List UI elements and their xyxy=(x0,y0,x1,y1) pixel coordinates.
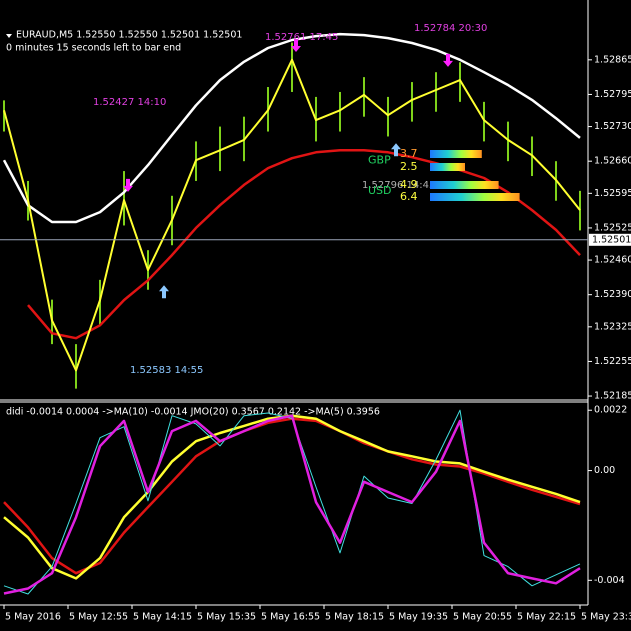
y-tick-label: 0.0022 xyxy=(594,405,627,416)
series-line xyxy=(27,149,581,340)
series-line xyxy=(2,32,581,224)
y-tick-label: -0.004 xyxy=(594,575,625,586)
x-tick-label: 5 May 14:15 xyxy=(133,612,192,623)
signal-arrow xyxy=(291,38,301,52)
annotation: 1.52427 14:10 xyxy=(93,97,166,108)
meter-value: 6.4 xyxy=(400,190,418,203)
x-tick-label: 5 May 16:55 xyxy=(261,612,320,623)
x-tick-label: 5 May 18:15 xyxy=(325,612,384,623)
x-tick-label: 5 May 22:15 xyxy=(517,612,576,623)
x-tick-label: 5 May 23:35 xyxy=(581,612,631,623)
y-tick-label: 1.52795 xyxy=(594,89,631,100)
meter-bar xyxy=(430,163,465,171)
chart-subtitle: 0 minutes 15 seconds left to bar end xyxy=(6,43,181,54)
meter-bar xyxy=(430,181,499,189)
signal-arrow xyxy=(443,53,453,67)
y-tick-label: 0.00 xyxy=(594,465,615,476)
signal-arrow xyxy=(391,143,401,157)
plot-area xyxy=(3,409,581,595)
annotation: 1.52583 14:55 xyxy=(130,365,203,376)
current-price-label: 1.52501 xyxy=(592,234,631,245)
indicator-title: didi -0.0014 0.0004 ->MA(10) -0.0014 JMO… xyxy=(6,407,380,418)
y-tick-label: 1.52525 xyxy=(594,222,631,233)
meter-label: USD xyxy=(368,184,392,197)
series-line xyxy=(3,414,581,595)
x-tick-label: 5 May 19:35 xyxy=(389,612,448,623)
meter-bar xyxy=(430,193,520,201)
x-tick-label: 5 May 2016 xyxy=(5,612,61,623)
y-tick-label: 1.52255 xyxy=(594,356,631,367)
x-tick-label: 5 May 20:55 xyxy=(453,612,512,623)
chart-title: EURAUD,M5 1.52550 1.52550 1.52501 1.5250… xyxy=(16,30,242,41)
y-tick-label: 1.52865 xyxy=(594,54,631,65)
meter-value: 4.9 xyxy=(400,178,418,191)
meter-bar xyxy=(430,150,482,158)
meter-label: GBP xyxy=(368,154,391,167)
y-tick-label: 1.52460 xyxy=(594,255,631,266)
y-tick-label: 1.52325 xyxy=(594,321,631,332)
series-line xyxy=(3,58,581,372)
signal-arrow xyxy=(123,178,133,192)
signal-arrow xyxy=(159,285,169,299)
meter-value: 3.7 xyxy=(400,147,418,160)
y-tick-label: 1.52390 xyxy=(594,289,631,300)
x-tick-label: 5 May 12:55 xyxy=(69,612,128,623)
annotation: 1.52761 17:45 xyxy=(265,32,338,43)
y-tick-label: 1.52595 xyxy=(594,188,631,199)
current-price-box xyxy=(589,233,631,246)
meter-value: 2.5 xyxy=(400,160,418,173)
x-tick-label: 5 May 15:35 xyxy=(197,612,256,623)
y-tick-label: 1.52185 xyxy=(594,391,631,402)
header-icon xyxy=(6,34,12,38)
annotation: 1.52784 20:30 xyxy=(414,23,487,34)
plot-area xyxy=(2,32,581,389)
y-tick-label: 1.52660 xyxy=(594,156,631,167)
y-tick-label: 1.52730 xyxy=(594,121,631,132)
annotation: 1.52796 14:45 xyxy=(362,180,435,191)
